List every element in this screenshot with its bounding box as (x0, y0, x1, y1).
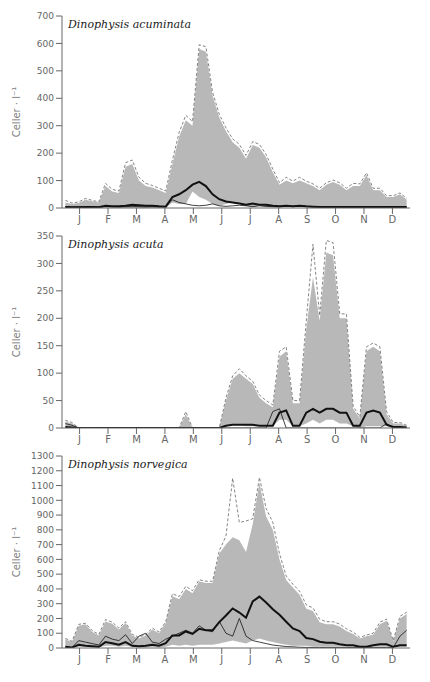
svg-text:1200: 1200 (31, 466, 54, 476)
svg-text:600: 600 (37, 555, 54, 565)
svg-text:F: F (105, 434, 111, 445)
svg-text:O: O (332, 214, 340, 225)
svg-text:M: M (132, 654, 141, 665)
svg-text:500: 500 (37, 569, 54, 579)
html-text:Dinophysis norvegica: Dinophysis norvegica (68, 458, 188, 471)
svg-text:S: S (304, 214, 310, 225)
svg-text:A: A (275, 654, 282, 665)
svg-text:1000: 1000 (31, 496, 54, 506)
svg-text:D: D (389, 434, 397, 445)
svg-text:1100: 1100 (31, 481, 54, 491)
svg-text:100: 100 (37, 368, 54, 378)
svg-text:F: F (105, 214, 111, 225)
svg-text:150: 150 (37, 341, 54, 351)
svg-text:600: 600 (37, 39, 54, 49)
svg-text:100: 100 (37, 176, 54, 186)
svg-text:D: D (389, 654, 397, 665)
svg-text:N: N (360, 434, 367, 445)
svg-text:F: F (105, 654, 111, 665)
svg-text:J: J (77, 434, 81, 445)
svg-text:O: O (332, 434, 340, 445)
svg-text:J: J (77, 654, 81, 665)
svg-text:0: 0 (48, 423, 54, 433)
svg-text:J: J (219, 654, 223, 665)
svg-text:N: N (360, 654, 367, 665)
svg-text:100: 100 (37, 628, 54, 638)
svg-text:D: D (389, 214, 397, 225)
svg-text:0: 0 (48, 643, 54, 653)
svg-text:O: O (332, 654, 340, 665)
svg-text:S: S (304, 434, 310, 445)
svg-text:300: 300 (37, 121, 54, 131)
svg-text:200: 200 (37, 313, 54, 323)
svg-text:J: J (219, 214, 223, 225)
svg-text:50: 50 (43, 396, 55, 406)
svg-text:Celler · l⁻¹: Celler · l⁻¹ (11, 87, 22, 138)
svg-text:300: 300 (37, 259, 54, 269)
svg-text:Celler · l⁻¹: Celler · l⁻¹ (11, 307, 22, 358)
svg-text:0: 0 (48, 203, 54, 213)
svg-text:J: J (77, 214, 81, 225)
svg-text:J: J (248, 654, 252, 665)
svg-text:800: 800 (37, 525, 54, 535)
svg-text:200: 200 (37, 614, 54, 624)
svg-text:200: 200 (37, 148, 54, 158)
svg-text:A: A (161, 214, 168, 225)
svg-text:J: J (248, 214, 252, 225)
html-text:Dinophysis acuminata: Dinophysis acuminata (68, 18, 192, 31)
svg-text:J: J (219, 434, 223, 445)
svg-text:300: 300 (37, 599, 54, 609)
svg-text:N: N (360, 214, 367, 225)
svg-text:350: 350 (37, 231, 54, 241)
svg-text:M: M (189, 214, 198, 225)
svg-text:M: M (189, 434, 198, 445)
svg-text:M: M (132, 434, 141, 445)
svg-text:1300: 1300 (31, 451, 54, 461)
svg-text:900: 900 (37, 510, 54, 520)
svg-text:400: 400 (37, 93, 54, 103)
svg-text:Celler · l⁻¹: Celler · l⁻¹ (11, 527, 22, 578)
svg-text:A: A (161, 654, 168, 665)
svg-text:A: A (275, 214, 282, 225)
svg-text:250: 250 (37, 286, 54, 296)
svg-text:700: 700 (37, 540, 54, 550)
svg-text:500: 500 (37, 66, 54, 76)
svg-text:J: J (248, 434, 252, 445)
svg-text:A: A (275, 434, 282, 445)
html-text:Dinophysis acuta: Dinophysis acuta (68, 238, 164, 251)
svg-text:700: 700 (37, 11, 54, 21)
svg-text:A: A (161, 434, 168, 445)
svg-text:400: 400 (37, 584, 54, 594)
svg-text:M: M (189, 654, 198, 665)
svg-text:S: S (304, 654, 310, 665)
svg-text:M: M (132, 214, 141, 225)
